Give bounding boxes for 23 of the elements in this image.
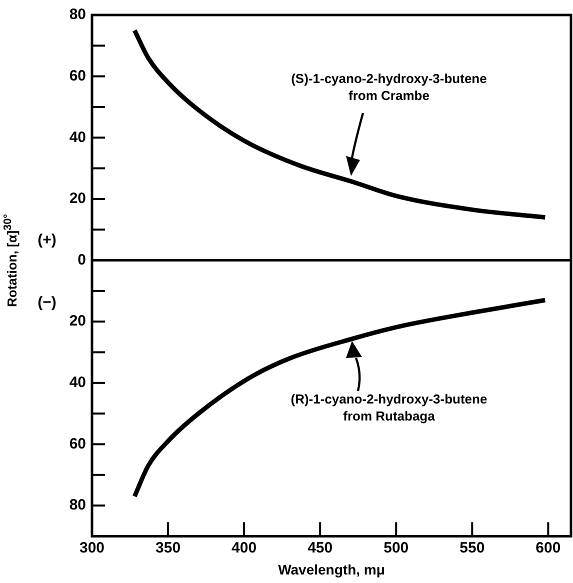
line-series — [132, 28, 548, 220]
x-tick-label: 600 — [536, 539, 561, 556]
x-tick-label: 450 — [308, 539, 333, 556]
y-tick-label: 40 — [69, 374, 86, 392]
y-tick-label: 20 — [69, 312, 86, 330]
x-axis-title: Wavelength, mμ — [278, 561, 385, 578]
annotation: (S)-1-cyano-2-hydroxy-3-butene from Crambe — [291, 70, 487, 103]
y-tick-label: 20 — [69, 190, 86, 208]
y-tick-label: 80 — [69, 6, 86, 24]
y-tick-label: 60 — [69, 435, 86, 452]
x-tick-label: 550 — [460, 539, 485, 556]
x-tick-label: 400 — [232, 539, 257, 556]
text: (−) — [38, 294, 56, 311]
x-tick-label: 300 — [79, 539, 105, 556]
y-tick-label: 40 — [69, 128, 86, 146]
x-tick-label: 350 — [156, 539, 181, 556]
y-tick-label: 80 — [69, 496, 86, 514]
x-tick-label: 500 — [384, 539, 409, 556]
y-tick-label: 0 — [78, 251, 86, 268]
annotation: (R)-1-cyano-2-hydroxy-3-butene from Rutabaga — [290, 391, 488, 424]
line-series — [132, 298, 548, 499]
y-tick-label: 60 — [69, 67, 86, 84]
text: (+) — [38, 231, 56, 248]
